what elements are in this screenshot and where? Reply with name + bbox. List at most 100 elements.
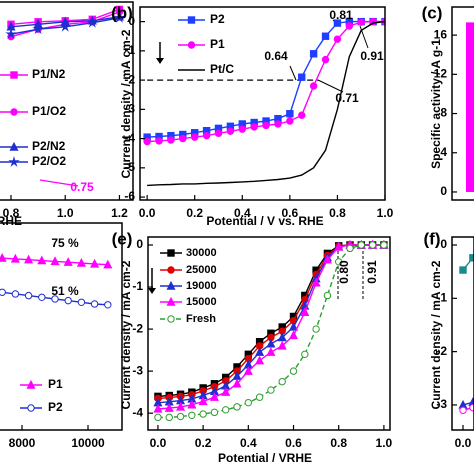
marker (288, 330, 299, 340)
axes-frame (451, 6, 474, 201)
x-tick-label: 8000 (9, 436, 36, 450)
plot-area (143, 17, 385, 187)
y-tick-label: -2 (124, 72, 135, 86)
x-tick-label: 0.8 (3, 206, 20, 220)
annotation-pointer (39, 179, 79, 187)
legend-marker (10, 108, 18, 116)
marker (277, 332, 287, 342)
marker (380, 241, 388, 249)
marker (345, 22, 354, 30)
x-tick-label: 1.2 (111, 206, 128, 220)
y-axis-title: Current density / mA cm-2 (429, 260, 443, 409)
marker (301, 350, 309, 359)
legend-marker (26, 379, 36, 389)
marker (322, 254, 332, 264)
y-tick-label: -2 (132, 321, 143, 335)
x-tick-label: 1.0 (57, 206, 74, 220)
marker (32, 23, 44, 35)
annotation: 0.64 (264, 49, 288, 63)
x-tick-label: 1.0 (377, 206, 394, 220)
marker (288, 321, 299, 331)
marker (210, 408, 219, 417)
legend-label: P1/O2 (32, 104, 66, 118)
legend-label: P2/O2 (32, 154, 66, 168)
marker (209, 392, 219, 401)
marker (187, 399, 197, 409)
marker (154, 413, 162, 422)
x-tick-label: 1.0 (376, 436, 393, 450)
legend-marker (187, 41, 196, 49)
marker (104, 301, 112, 309)
y-tick-label: 0 (440, 237, 447, 251)
y-tick-label: 8 (440, 106, 447, 120)
marker (266, 338, 276, 348)
marker (64, 296, 72, 305)
legend-label: P2 (48, 400, 63, 414)
legend-label: P1/N2 (32, 67, 66, 81)
marker (289, 367, 298, 375)
marker (143, 137, 151, 146)
x-tick-label: 0.2 (186, 206, 203, 220)
marker (309, 50, 318, 58)
marker (250, 123, 258, 131)
bar (466, 22, 474, 192)
marker (5, 28, 17, 40)
x-tick-label: 0.4 (240, 436, 257, 450)
panel-label: (f) (424, 229, 441, 248)
legend-label: 19000 (186, 280, 217, 292)
marker (0, 288, 6, 296)
x-axis-title: RHE (0, 214, 22, 228)
marker (59, 20, 71, 32)
y-tick-label: -3 (124, 102, 135, 116)
marker (311, 277, 321, 287)
marker (333, 19, 342, 27)
marker (77, 298, 86, 306)
marker (103, 259, 113, 269)
marker (176, 401, 186, 411)
marker (222, 406, 230, 414)
annotation: 0.91 (360, 49, 384, 63)
marker (153, 403, 163, 413)
x-axis-title: Potential / V vs. RHE (206, 214, 323, 228)
legend-label: 15000 (186, 296, 217, 308)
marker (191, 133, 199, 141)
axes-frame (139, 6, 386, 201)
legend-label: P1 (48, 377, 63, 391)
marker (274, 120, 282, 128)
arrow-head (148, 288, 156, 294)
marker (50, 256, 60, 266)
marker (113, 11, 126, 23)
marker (323, 291, 332, 300)
marker (321, 55, 330, 64)
marker (238, 125, 246, 133)
y-tick-label: -6 (124, 189, 135, 203)
legend-label: Pt/C (210, 62, 234, 76)
legend-marker (10, 71, 18, 79)
marker (165, 413, 173, 422)
marker (232, 378, 242, 388)
legend-label: Fresh (186, 313, 216, 325)
x-tick-label: 0.2 (195, 436, 212, 450)
marker (10, 253, 20, 263)
marker (176, 412, 185, 421)
y-tick-label: 0 (136, 237, 143, 251)
marker (286, 110, 294, 118)
marker (63, 257, 73, 266)
panel-label: (b) (111, 3, 133, 22)
y-tick-label: -1 (132, 279, 143, 293)
x-tick-label: 0.8 (329, 206, 346, 220)
marker (164, 403, 174, 412)
marker (244, 398, 253, 407)
marker (221, 387, 231, 396)
marker (300, 307, 310, 316)
arrow-head (156, 58, 164, 64)
annotation: 0.81 (329, 8, 353, 22)
legend-label: 30000 (186, 247, 217, 259)
axes-frame (147, 236, 391, 431)
marker (346, 244, 354, 253)
marker (312, 325, 320, 333)
marker (459, 406, 467, 414)
plot-area (458, 254, 474, 414)
marker (277, 340, 287, 350)
